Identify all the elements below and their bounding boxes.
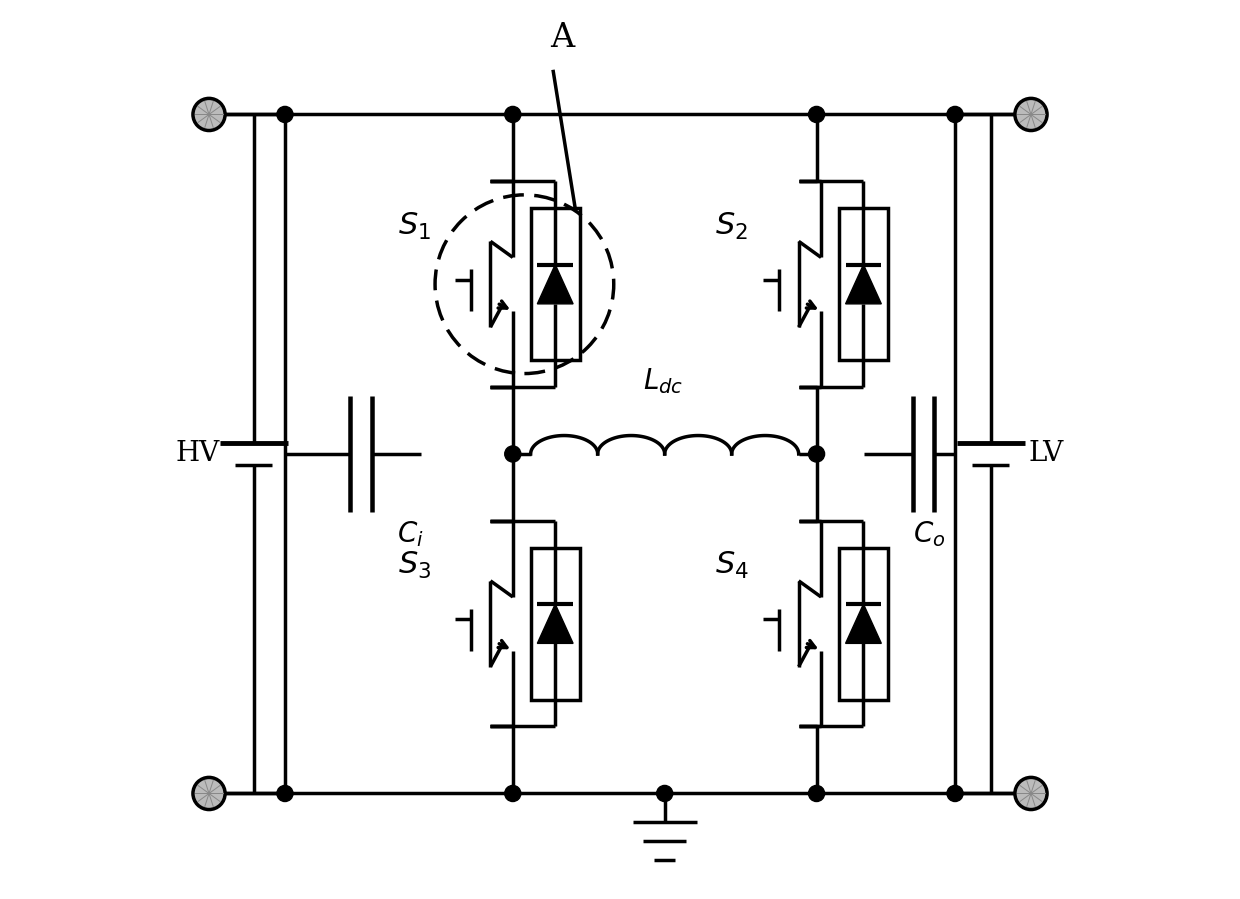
Circle shape <box>808 106 825 122</box>
Text: $C_i$: $C_i$ <box>397 520 423 549</box>
Text: $S_1$: $S_1$ <box>398 210 432 242</box>
Text: $S_2$: $S_2$ <box>715 210 748 242</box>
Text: $L_{dc}$: $L_{dc}$ <box>642 366 683 396</box>
Polygon shape <box>846 264 882 304</box>
Text: HV: HV <box>176 441 219 467</box>
Polygon shape <box>537 604 573 644</box>
Circle shape <box>505 446 521 462</box>
Circle shape <box>505 106 521 122</box>
Text: LV: LV <box>1028 441 1064 467</box>
Polygon shape <box>537 264 573 304</box>
Circle shape <box>947 786 963 802</box>
Polygon shape <box>846 604 882 644</box>
Circle shape <box>193 98 226 130</box>
Bar <box>531 209 580 360</box>
Circle shape <box>808 786 825 802</box>
Text: A: A <box>549 22 574 54</box>
Circle shape <box>277 786 293 802</box>
Bar <box>839 209 888 360</box>
Bar <box>531 547 580 699</box>
Circle shape <box>277 106 293 122</box>
Circle shape <box>1014 98 1047 130</box>
Text: $S_3$: $S_3$ <box>398 550 432 581</box>
Circle shape <box>947 106 963 122</box>
Circle shape <box>808 446 825 462</box>
Circle shape <box>1014 778 1047 810</box>
Text: $S_4$: $S_4$ <box>714 550 749 581</box>
Bar <box>839 547 888 699</box>
Text: $C_o$: $C_o$ <box>913 520 945 549</box>
Circle shape <box>193 778 226 810</box>
Circle shape <box>505 786 521 802</box>
Circle shape <box>657 786 673 802</box>
